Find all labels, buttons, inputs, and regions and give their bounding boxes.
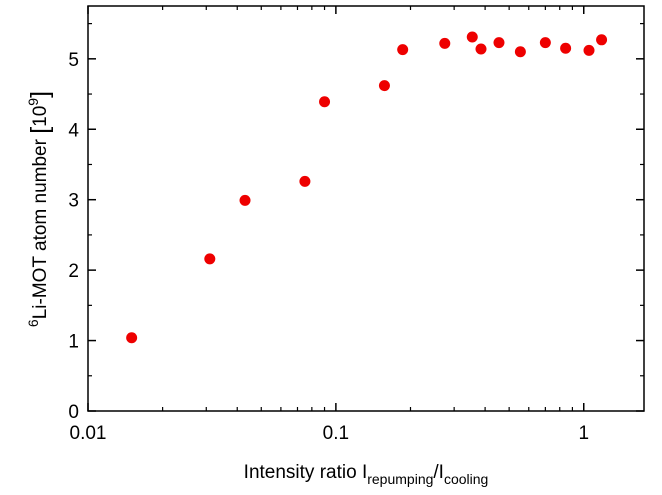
data-point <box>583 44 595 56</box>
minor-ticks <box>88 6 644 411</box>
x-tick-label: 1 <box>578 423 589 444</box>
data-points <box>126 31 608 344</box>
data-point <box>397 44 409 56</box>
y-tick-label: 5 <box>68 50 79 71</box>
data-point <box>514 46 526 58</box>
data-point <box>378 80 390 92</box>
data-point <box>239 194 251 206</box>
data-point <box>319 96 331 108</box>
data-point <box>539 37 551 49</box>
x-tick-label: 0.01 <box>70 423 107 444</box>
data-point <box>560 42 572 54</box>
data-point <box>466 31 478 43</box>
data-point <box>475 43 487 55</box>
data-point <box>299 175 311 187</box>
y-tick-label: 2 <box>68 261 79 282</box>
major-ticks <box>87 6 644 412</box>
tick-labels: 0.01 0.1 1 0 1 2 3 4 5 <box>68 50 589 444</box>
x-axis-label: Intensity ratio Irepumping/Icooling <box>244 462 489 487</box>
data-point <box>596 34 608 46</box>
y-tick-label: 0 <box>68 402 79 423</box>
y-tick-label: 3 <box>68 191 79 212</box>
data-point <box>204 253 216 265</box>
data-point <box>439 37 451 49</box>
data-point <box>493 37 505 49</box>
x-tick-label: 0.1 <box>323 423 349 444</box>
y-axis-label: 6Li-MOT atom number [109] <box>25 91 54 327</box>
y-tick-label: 4 <box>68 120 79 141</box>
data-point <box>126 332 138 344</box>
plot-frame <box>87 5 645 412</box>
y-tick-label: 1 <box>68 332 79 353</box>
